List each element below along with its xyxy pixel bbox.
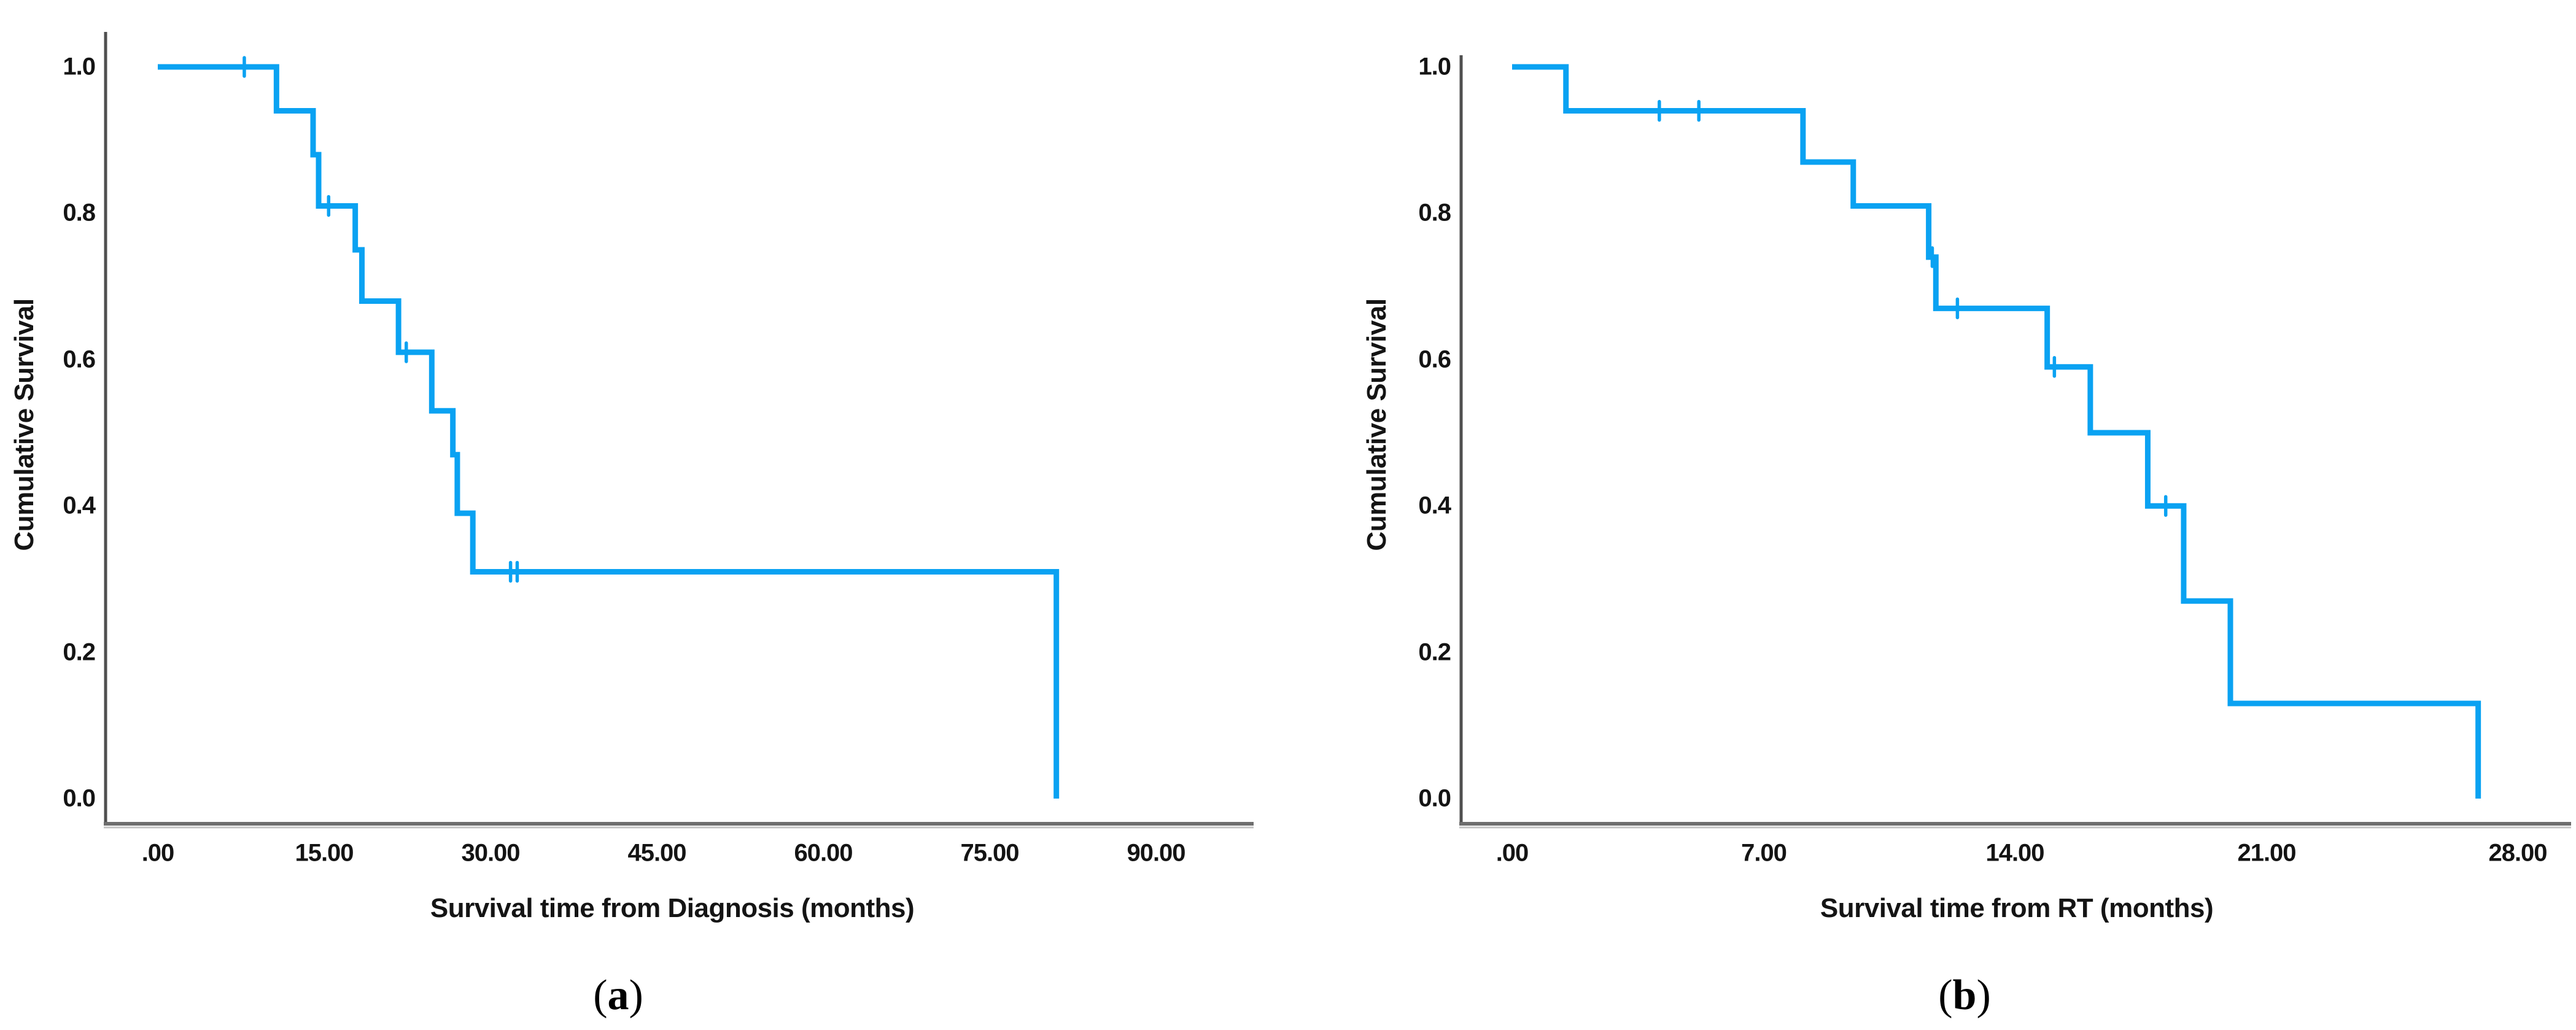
panel-b-ytick-0.8: 0.8 <box>1418 199 1451 227</box>
panel-a-label: (a) <box>593 971 643 1020</box>
panel-b-xtick-7: 7.00 <box>1741 839 1787 867</box>
panel-a-ytick-0.6: 0.6 <box>63 346 96 373</box>
panel-b-ytick-0.6: 0.6 <box>1418 346 1451 373</box>
panel-b-survival-curve <box>1512 64 2481 799</box>
panel-a-x-axis-title: Survival time from Diagnosis (months) <box>430 893 915 923</box>
panel-a-xtick-30: 30.00 <box>461 839 520 867</box>
panel-b-ytick-0.0: 0.0 <box>1418 784 1451 812</box>
panel-b-xtick-28: 28.00 <box>2488 839 2547 867</box>
panel-a-xtick-60: 60.00 <box>794 839 853 867</box>
panel-b-ytick-0.4: 0.4 <box>1418 492 1451 519</box>
panel-a-xtick-75: 75.00 <box>960 839 1019 867</box>
panel-b-ytick-0.2: 0.2 <box>1418 638 1451 666</box>
panel-a-xtick-45: 45.00 <box>627 839 686 867</box>
panel-b-label: (b) <box>1938 971 1991 1020</box>
panel-a-xtick-15: 15.00 <box>295 839 354 867</box>
panel-b-xtick-0: .00 <box>1496 839 1529 867</box>
panel-b-label-open-paren: ( <box>1938 972 1953 1019</box>
panel-b-x-axis-title: Survival time from RT (months) <box>1820 893 2214 923</box>
panel-a-xtick-90: 90.00 <box>1127 839 1185 867</box>
panel-b-xtick-14: 14.00 <box>1985 839 2044 867</box>
panel-a-label-letter: a <box>607 972 629 1019</box>
panel-a-label-close-paren: ) <box>629 972 643 1019</box>
panel-a-xtick-0: .00 <box>141 839 175 867</box>
panel-a-label-open-paren: ( <box>593 972 608 1019</box>
panel-b-label-close-paren: ) <box>1976 972 1991 1019</box>
panel-b-y-axis-title: Cumulative Survival <box>1362 298 1392 551</box>
panel-a-y-axis-title: Cumulative Survival <box>9 298 39 551</box>
panel-b-label-letter: b <box>1952 972 1977 1019</box>
panel-a-ytick-0.2: 0.2 <box>63 638 96 666</box>
panel-b-xtick-21: 21.00 <box>2237 839 2296 867</box>
panel-a-ytick-1.0: 1.0 <box>63 53 96 80</box>
panel-a-ytick-0.4: 0.4 <box>63 492 96 519</box>
panel-a-survival-curve <box>158 64 1060 799</box>
panel-a-ytick-0.0: 0.0 <box>63 784 96 812</box>
panel-a-ytick-0.8: 0.8 <box>63 199 96 227</box>
panel-b-ytick-1.0: 1.0 <box>1418 53 1451 80</box>
